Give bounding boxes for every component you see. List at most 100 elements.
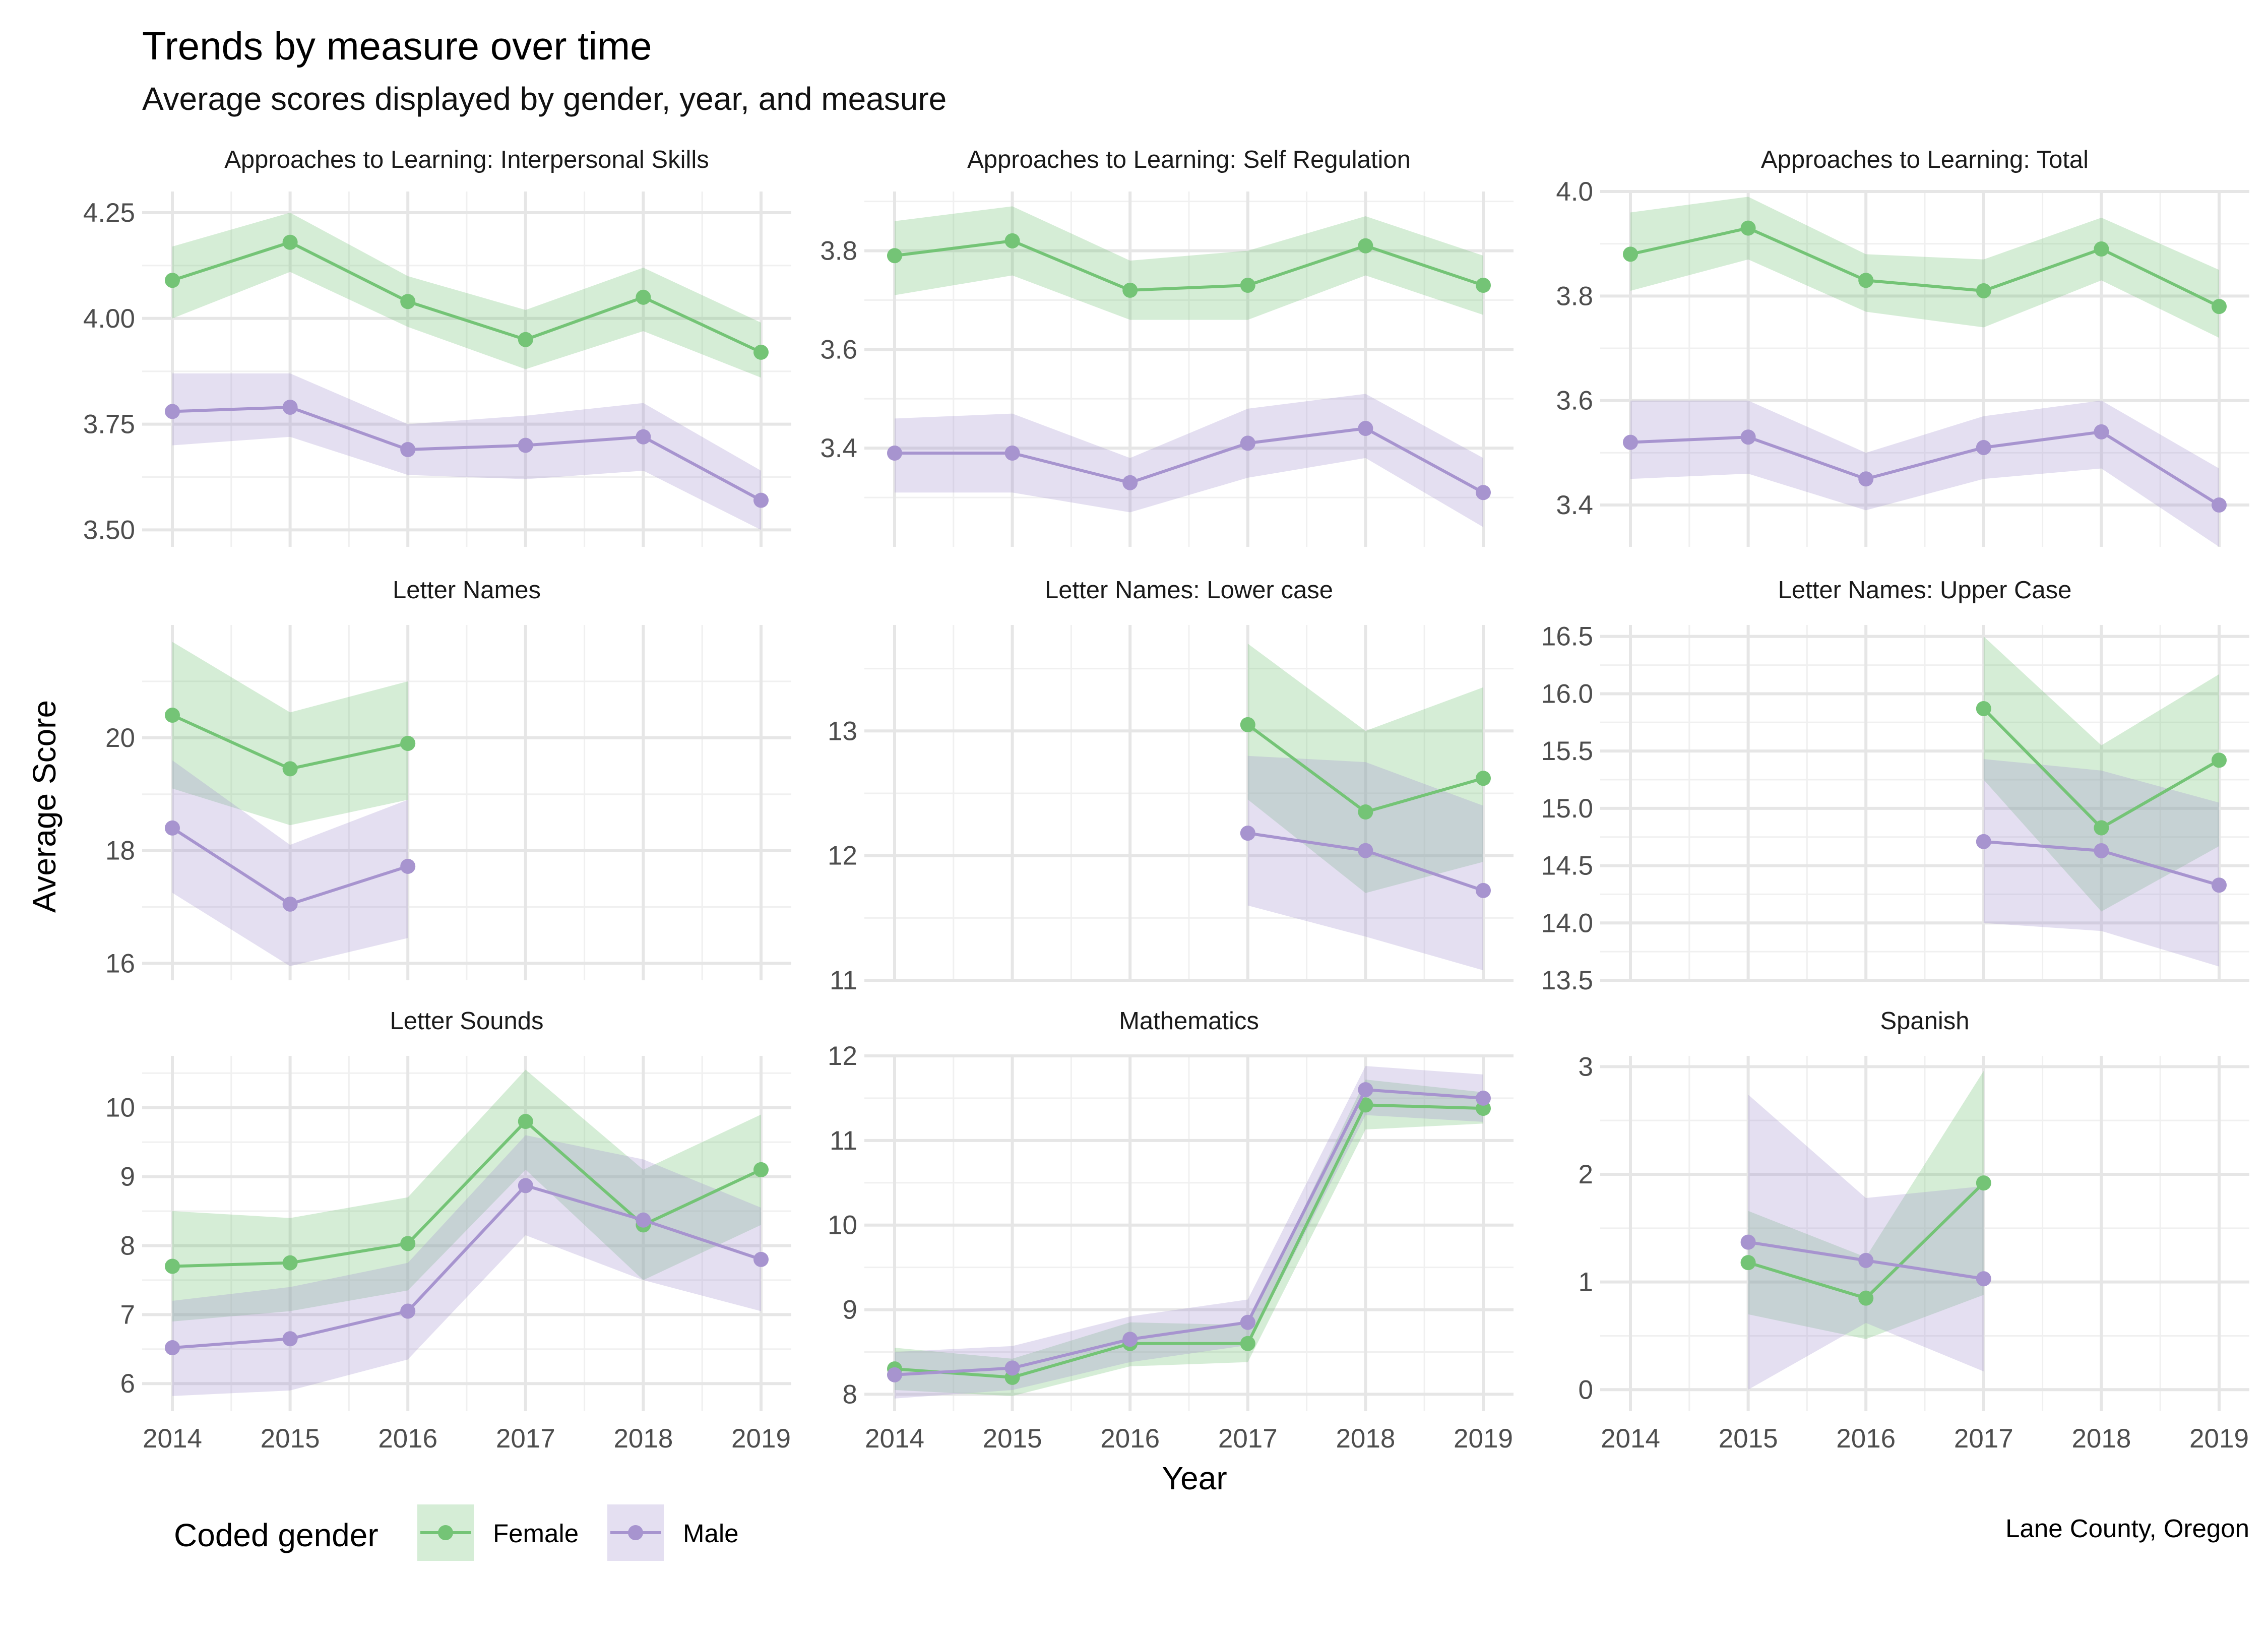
panel-spanish: Spanish 0 1 2 3 2014 2015 2016 2017 2018 2019 <box>1579 1007 2249 1454</box>
data-point-male <box>282 896 298 912</box>
data-point-male <box>1004 1360 1020 1376</box>
ribbon-female <box>1247 644 1483 893</box>
data-point-female <box>753 344 769 360</box>
data-point-male <box>1858 471 1874 487</box>
y-tick-label: 9 <box>843 1295 857 1325</box>
data-point-female <box>2212 299 2227 314</box>
legend: Coded gender Female Male <box>174 1504 739 1561</box>
data-point-female <box>518 1114 533 1129</box>
legend-point-female <box>438 1525 453 1540</box>
data-point-male <box>1623 434 1638 450</box>
data-point-female <box>1740 220 1756 236</box>
x-tick-label: 2016 <box>378 1424 437 1454</box>
ribbon-female <box>895 1080 1483 1396</box>
data-point-female <box>2094 820 2109 836</box>
y-tick-label: 8 <box>843 1379 857 1409</box>
data-point-male <box>165 1340 180 1356</box>
y-tick-label: 14.0 <box>1541 908 1593 938</box>
x-tick-label: 2015 <box>261 1424 320 1454</box>
data-point-female <box>1122 282 1138 298</box>
y-tick-label: 15.0 <box>1541 794 1593 824</box>
data-point-male <box>1240 435 1255 451</box>
y-tick-label: 2 <box>1579 1160 1593 1189</box>
y-tick-label: 0 <box>1579 1375 1593 1405</box>
y-tick-label: 4.25 <box>83 198 135 228</box>
data-point-male <box>636 429 651 445</box>
x-tick-label: 2019 <box>2189 1424 2249 1454</box>
data-point-female <box>1976 1175 1991 1191</box>
panel-letter-names: Letter Names 16 18 20 <box>105 577 791 980</box>
chart-title: Trends by measure over time <box>142 24 652 68</box>
y-tick-label: 11 <box>830 966 857 995</box>
ribbon-male <box>1748 1094 1984 1390</box>
data-point-male <box>887 1367 902 1382</box>
data-point-female <box>1858 1290 1874 1306</box>
data-point-female <box>1004 233 1020 248</box>
data-point-female <box>1358 238 1373 254</box>
data-point-female <box>2094 241 2109 257</box>
y-tick-label: 13.5 <box>1541 966 1593 995</box>
series-line-female <box>1630 226 2220 308</box>
data-point-male <box>2212 877 2227 893</box>
data-point-female <box>1976 701 1991 717</box>
y-tick-label: 3.8 <box>1556 281 1593 311</box>
y-tick-label: 20 <box>105 723 135 753</box>
x-tick-label: 2019 <box>1454 1424 1513 1454</box>
series-line-female <box>894 239 1484 292</box>
x-tick-label: 2014 <box>143 1424 202 1454</box>
series-line-male <box>1630 430 2220 507</box>
x-tick-label: 2016 <box>1836 1424 1896 1454</box>
data-point-female <box>1476 771 1491 786</box>
panel-approaches-to-learning-total: Approaches to Learning: Total 3.4 3.6 3.8 4.… <box>1556 146 2249 547</box>
y-tick-label: 9 <box>120 1162 135 1192</box>
data-point-male <box>400 1303 416 1319</box>
data-point-female <box>282 761 298 777</box>
data-point-male <box>1004 445 1020 461</box>
data-point-male <box>165 404 180 419</box>
y-tick-label: 16 <box>105 949 135 978</box>
ribbon-female <box>1630 197 2219 338</box>
ribbon-male <box>172 373 761 530</box>
legend-label-male: Male <box>683 1519 739 1548</box>
y-axis-title: Average Score <box>26 700 62 913</box>
panel-title: Spanish <box>1880 1007 1969 1035</box>
panel-approaches-to-learning-interpersonal-skills: Approaches to Learning: Interpersonal Sk… <box>83 146 791 547</box>
data-point-male <box>1240 826 1255 841</box>
x-tick-label: 2019 <box>731 1424 791 1454</box>
data-point-male <box>1122 475 1138 490</box>
data-point-female <box>165 273 180 288</box>
panel-title: Letter Names: Upper Case <box>1778 577 2072 604</box>
y-tick-label: 10 <box>828 1211 857 1240</box>
data-point-male <box>753 1251 769 1267</box>
data-point-male <box>2094 424 2109 439</box>
data-point-male <box>1976 440 1991 456</box>
data-point-male <box>282 1331 298 1347</box>
panel-title: Letter Names: Lower case <box>1045 577 1333 604</box>
data-point-female <box>400 294 416 309</box>
data-point-male <box>1476 883 1491 898</box>
legend-label-female: Female <box>493 1519 579 1548</box>
data-point-male <box>753 492 769 508</box>
series-line-male <box>894 1088 1484 1376</box>
series-line-male <box>172 406 762 502</box>
y-tick-label: 3.4 <box>1556 490 1593 520</box>
panel-title: Approaches to Learning: Self Regulation <box>967 146 1411 173</box>
data-point-male <box>165 820 180 836</box>
data-point-female <box>282 1255 298 1271</box>
legend-item-male: Male <box>607 1504 739 1561</box>
panel-mathematics: Mathematics 8 9 10 11 12 2014 2015 2016 2017 2018 2… <box>828 1007 1514 1454</box>
y-tick-label: 3 <box>1579 1052 1593 1082</box>
panel-letter-names-lower-case: Letter Names: Lower case 11 12 13 <box>828 577 1514 995</box>
facet-panels: Approaches to Learning: Interpersonal Sk… <box>83 146 2249 1454</box>
y-tick-label: 3.50 <box>83 515 135 545</box>
data-point-female <box>753 1162 769 1177</box>
data-point-female <box>1858 273 1874 288</box>
panel-title: Letter Names <box>393 577 541 604</box>
ribbon-male <box>1983 759 2219 967</box>
data-point-female <box>518 332 533 347</box>
y-tick-label: 18 <box>105 836 135 866</box>
panel-title: Approaches to Learning: Total <box>1761 146 2089 173</box>
panel-title: Mathematics <box>1119 1007 1259 1035</box>
chart-subtitle: Average scores displayed by gender, year… <box>142 81 947 117</box>
y-tick-label: 3.6 <box>1556 386 1593 416</box>
